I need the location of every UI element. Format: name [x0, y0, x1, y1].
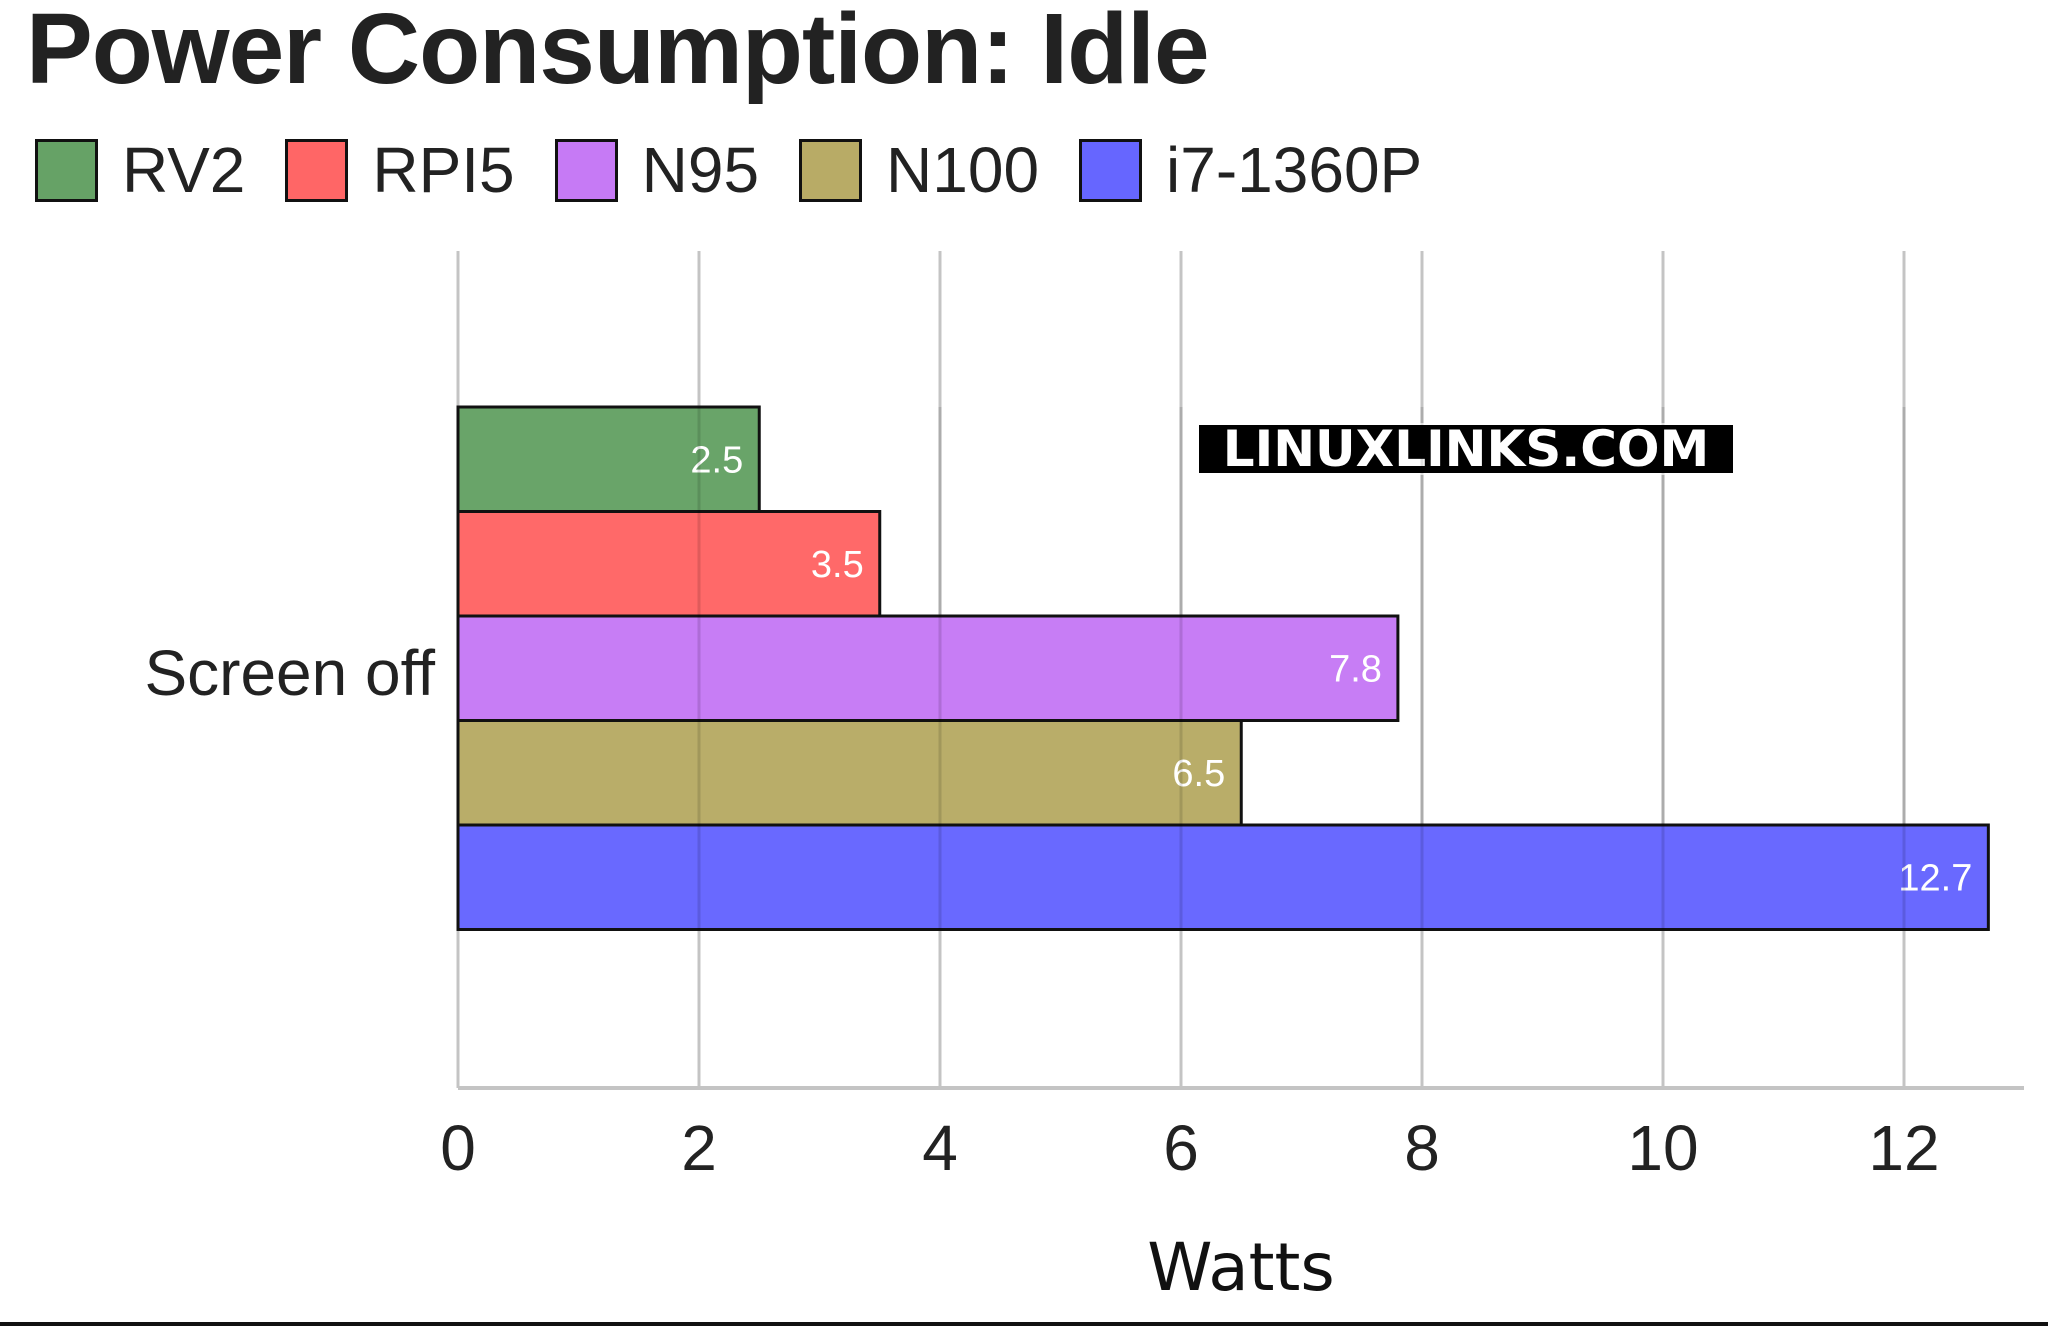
chart-title: Power Consumption: Idle — [26, 0, 1210, 105]
x-tick-label: 12 — [1868, 1112, 1939, 1184]
y-category-label: Screen off — [144, 637, 435, 709]
legend-label: i7-1360P — [1166, 134, 1423, 206]
data-label: 3.5 — [811, 544, 864, 586]
legend-item: N95 — [554, 133, 760, 207]
bottom-border — [0, 1322, 2048, 1326]
x-axis-title: Watts — [1147, 1229, 1335, 1306]
legend-swatch — [1079, 138, 1143, 202]
legend-label: N100 — [886, 134, 1040, 206]
legend-label: N95 — [641, 134, 760, 206]
data-label: 2.5 — [690, 439, 743, 481]
legend-item: RPI5 — [285, 133, 515, 207]
x-tick-label: 8 — [1404, 1112, 1440, 1184]
data-label: 7.8 — [1329, 648, 1382, 690]
legend-swatch — [285, 138, 349, 202]
watermark: LINUXLINKS.COM — [1223, 420, 1709, 478]
bar-rpi5 — [456, 510, 882, 618]
data-label: 12.7 — [1898, 857, 1972, 899]
x-tick-label: 2 — [681, 1112, 717, 1184]
x-tick-label: 6 — [1163, 1112, 1199, 1184]
legend-swatch — [799, 138, 863, 202]
legend-item: N100 — [799, 133, 1039, 207]
legend-label: RV2 — [122, 134, 246, 206]
bar-n95 — [456, 614, 1400, 722]
bar-rv2 — [456, 405, 761, 513]
legend-label: RPI5 — [372, 134, 515, 206]
x-tick-label: 10 — [1627, 1112, 1698, 1184]
x-tick-label: 4 — [922, 1112, 958, 1184]
x-tick-label: 0 — [440, 1112, 476, 1184]
bar-i7-1360p — [456, 823, 1990, 931]
legend: RV2 RPI5 N95 N100 i7-1360P — [35, 133, 1462, 207]
bar-n100 — [456, 719, 1243, 827]
legend-swatch — [554, 138, 618, 202]
legend-item: RV2 — [35, 133, 245, 207]
data-label: 6.5 — [1172, 753, 1225, 795]
legend-swatch — [35, 138, 98, 202]
legend-item: i7-1360P — [1079, 133, 1422, 207]
watermark-box — [1197, 423, 1735, 475]
